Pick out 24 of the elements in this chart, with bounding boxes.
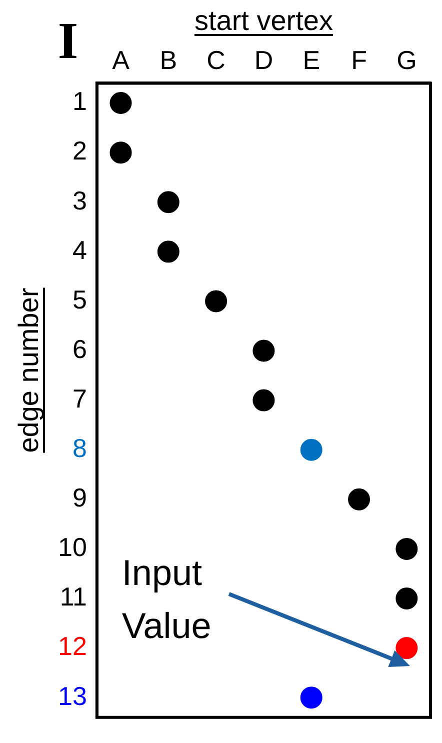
y-axis-title: edge number [13, 288, 44, 453]
y-tick-label: 11 [60, 582, 87, 612]
y-tick-label: 5 [72, 284, 87, 314]
x-tick-label: G [396, 44, 417, 75]
x-tick-label: E [302, 44, 320, 75]
y-tick-label: 1 [72, 86, 87, 116]
y-tick-label: 12 [58, 631, 87, 662]
y-tick-label: 3 [72, 185, 87, 216]
y-tick-label: 13 [58, 680, 87, 711]
y-tick-label: 7 [72, 383, 87, 414]
x-tick-label: D [254, 44, 274, 75]
y-tick-label: 6 [72, 334, 87, 364]
annotation: Input Value [122, 552, 212, 646]
x-axis-title: start vertex [194, 5, 333, 36]
x-tick-label: A [112, 44, 130, 75]
y-tick-label: 4 [72, 234, 87, 265]
x-tick-label: B [160, 44, 178, 75]
y-tick-label: 8 [72, 433, 87, 464]
x-tick-label: F [351, 44, 367, 75]
text: I [58, 13, 78, 70]
y-tick-label: 10 [58, 532, 87, 562]
y-tick-label: 2 [72, 136, 87, 166]
y-tick-label: 9 [72, 482, 87, 513]
x-tick-label: C [206, 44, 226, 75]
